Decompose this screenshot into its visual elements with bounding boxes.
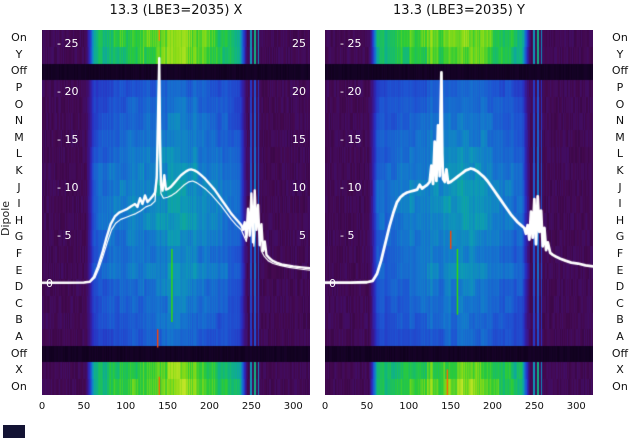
row-label-left-6: M [14,130,24,144]
y-tick-left-y-4: - 5 [340,228,355,242]
row-label-right-0: On [612,31,628,45]
y-tick-left-x-0: - 25 [57,36,79,50]
x-tick-y-5: 250 [524,401,544,412]
row-label-left-2: Off [10,64,28,78]
row-label-right-2: Off [611,64,629,78]
row-label-right-5: N [615,114,625,128]
x-tick-y-0: 0 [321,401,329,412]
row-label-left-10: I [17,197,21,211]
x-tick-x-6: 300 [283,401,303,412]
row-label-right-16: C [616,296,624,310]
y-tick-left-y-5: 0 [329,276,336,290]
row-label-right-18: A [616,329,624,343]
x-tick-y-6: 300 [566,401,586,412]
x-tick-y-4: 200 [482,401,503,412]
x-tick-x-4: 200 [199,401,220,412]
row-label-left-8: K [15,164,23,178]
row-labels-right: On Y Off P O N M L K J I H G F E D C B A Off X On [603,0,637,440]
row-label-right-19: Off [611,346,629,360]
row-label-left-11: H [14,213,24,227]
row-label-right-13: F [616,246,624,260]
x-tick-x-0: 0 [38,401,46,412]
row-label-left-19: Off [10,346,28,360]
x-tick-x-2: 100 [116,401,136,412]
y-tick-right-x-0: 25 [292,36,306,50]
row-label-right-15: D [615,280,625,294]
row-label-right-8: K [616,164,624,178]
y-tick-left-x-3: - 10 [57,180,79,194]
x-tick-y-3: 150 [441,401,461,412]
row-label-left-16: C [15,296,23,310]
y-tick-right-x-3: 10 [292,180,306,194]
y-tick-left-y-1: - 20 [340,84,362,98]
row-labels-left: On Y Off P O N M L K J I H G F E D C B A Off X On [2,0,36,440]
row-label-left-1: Y [15,47,23,61]
row-label-left-4: O [14,97,24,111]
y-tick-left-x-4: - 5 [57,228,72,242]
row-label-left-14: E [15,263,23,277]
row-label-right-9: J [618,180,622,194]
row-label-right-20: X [616,363,624,377]
x-tick-y-2: 100 [399,401,419,412]
row-label-right-21: On [612,379,628,393]
row-label-right-12: G [615,230,625,244]
row-label-right-17: B [616,313,624,327]
row-label-right-7: L [616,147,624,161]
x-tick-x-1: 50 [77,401,91,412]
row-label-left-5: N [14,114,24,128]
row-label-left-7: L [15,147,23,161]
row-label-right-11: H [615,213,625,227]
heatmap-canvas-y[interactable] [325,30,593,395]
row-label-right-10: I [618,197,622,211]
row-label-left-18: A [15,329,23,343]
y-tick-left-x-2: - 15 [57,132,79,146]
row-label-left-21: On [11,379,27,393]
x-tick-y-1: 50 [360,401,374,412]
corner-swatch [3,425,25,438]
row-label-right-1: Y [616,47,624,61]
y-tick-right-x-1: 20 [292,84,306,98]
row-label-left-13: F [15,246,23,260]
x-tick-x-5: 250 [241,401,261,412]
y-tick-left-x-1: - 20 [57,84,79,98]
y-tick-left-y-0: - 25 [340,36,362,50]
y-tick-left-x-5: 0 [46,276,53,290]
row-label-right-4: O [615,97,625,111]
row-label-left-12: G [14,230,24,244]
row-label-left-15: D [14,280,24,294]
row-label-left-3: P [15,81,23,95]
row-label-left-9: J [17,180,21,194]
row-label-left-20: X [15,363,23,377]
heatmap-canvas-x[interactable] [42,30,310,395]
row-label-right-6: M [615,130,625,144]
row-label-right-3: P [616,81,624,95]
y-tick-right-x-2: 15 [292,132,306,146]
y-tick-right-x-4: 5 [299,228,306,242]
row-label-left-0: On [11,31,27,45]
y-tick-left-y-2: - 15 [340,132,362,146]
row-label-right-14: E [616,263,624,277]
row-label-left-17: B [15,313,23,327]
panel-y-title: 13.3 (LBE3=2035) Y [393,3,525,18]
y-tick-left-y-3: - 10 [340,180,362,194]
panel-x-title: 13.3 (LBE3=2035) X [109,3,243,18]
x-tick-x-3: 150 [158,401,178,412]
